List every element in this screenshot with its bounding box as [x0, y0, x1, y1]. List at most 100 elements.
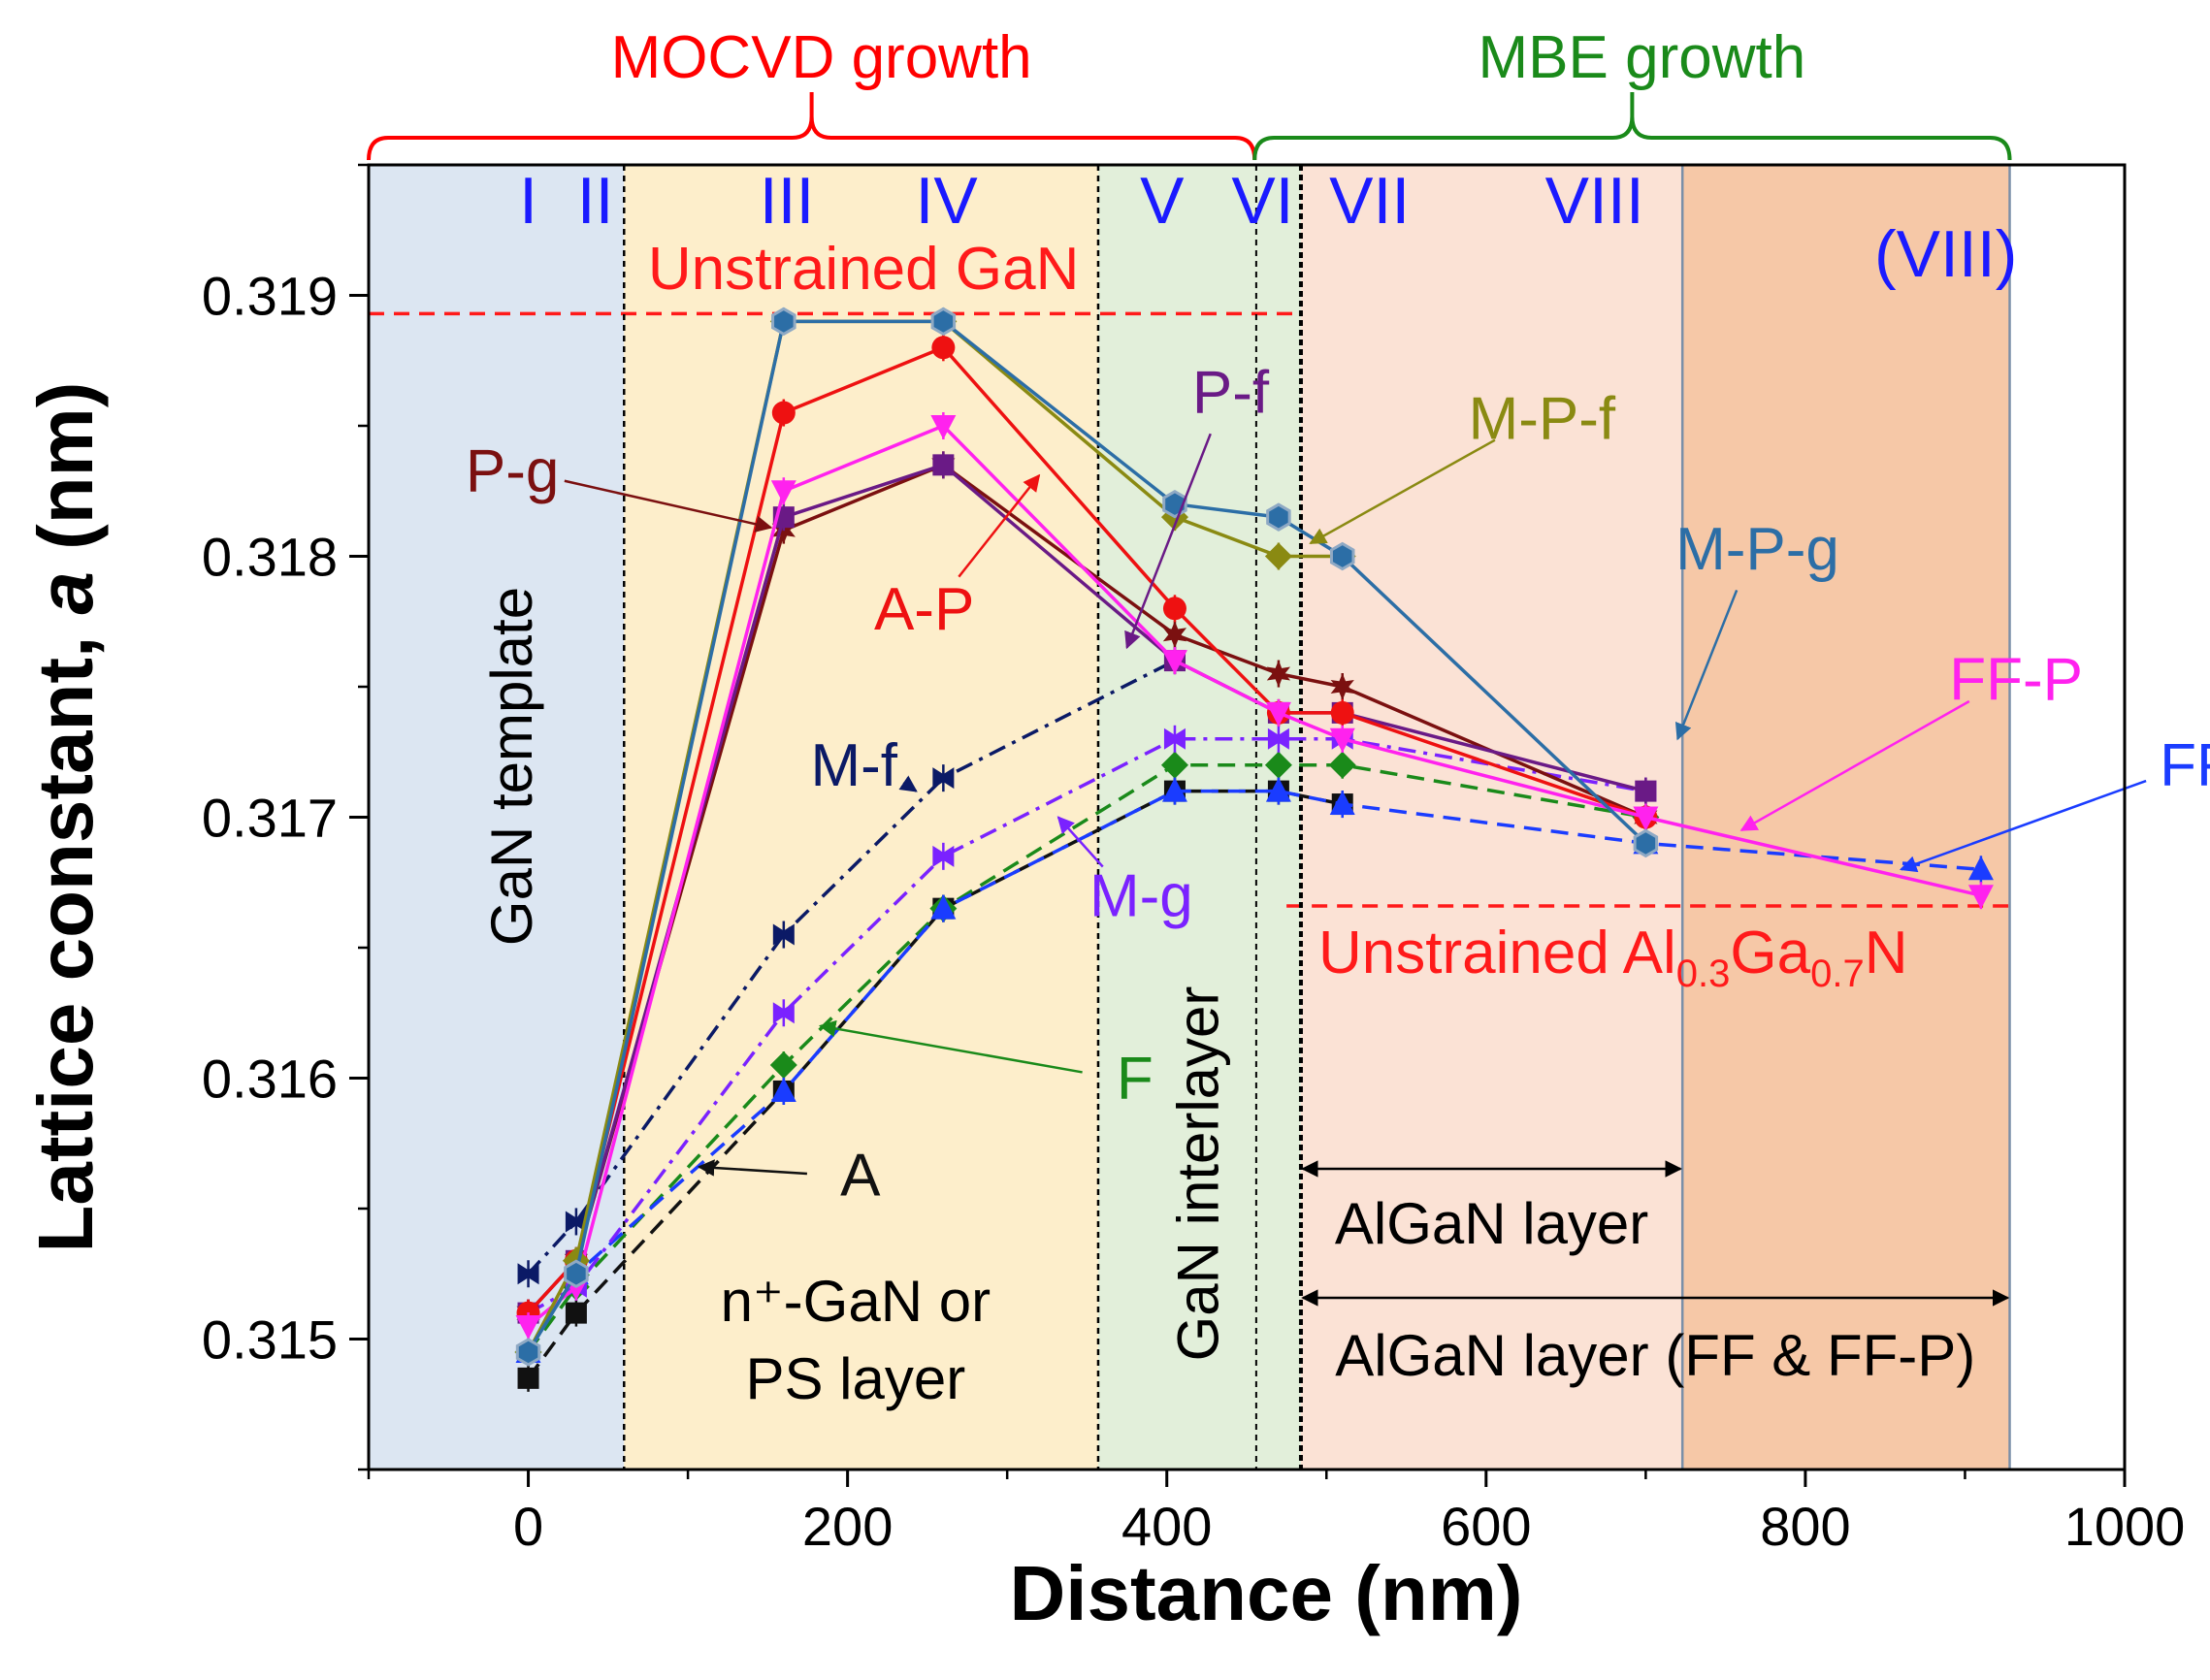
arrow-M-g — [1056, 816, 1104, 868]
point-M-f-3 — [932, 767, 955, 790]
y-tick-label-2: 0.317 — [202, 788, 338, 849]
point-FF-P-2 — [770, 480, 796, 505]
stage-label-3: IV — [916, 164, 979, 238]
y-tick-label-1: 0.316 — [202, 1049, 338, 1110]
point-M-P-f-5 — [1264, 542, 1292, 570]
point-M-P-g-3 — [930, 307, 957, 337]
point-FF-P-8 — [1967, 885, 1994, 910]
arrow-FF — [1899, 779, 2147, 873]
stage-label-5: VI — [1231, 164, 1293, 238]
stage-label-1: II — [577, 164, 614, 238]
series-line-M-f — [527, 659, 1176, 1276]
point-FF-4 — [1161, 777, 1187, 802]
point-A-1 — [565, 1302, 587, 1324]
point-A-0 — [517, 1367, 539, 1389]
arrow-M-f — [898, 775, 918, 792]
ps-layer-label-line1: n⁺-GaN or — [721, 1269, 991, 1334]
point-FF-6 — [1329, 791, 1355, 816]
point-F-6 — [1328, 751, 1356, 779]
point-FF-P-3 — [930, 415, 957, 439]
growth-bracket-0 — [367, 92, 1257, 161]
arrow-A — [697, 1159, 807, 1177]
stage-label-6: VII — [1329, 164, 1410, 238]
y-tick-label-3: 0.318 — [202, 527, 338, 588]
unstrained-algan-label: Unstrained Al0.3Ga0.7N — [1318, 920, 1907, 995]
point-FF-P-0 — [515, 1315, 541, 1341]
unstrained-gan-label: Unstrained GaN — [648, 236, 1080, 303]
series-FF-P — [515, 412, 1994, 1341]
point-A-P-2 — [771, 401, 796, 425]
algan-label-label_mid: Ga — [1730, 920, 1810, 986]
point-M-g-2 — [772, 1002, 795, 1024]
region-4 — [1682, 165, 2010, 1470]
stage-label-2: III — [760, 164, 815, 238]
point-FF-P-4 — [1161, 650, 1187, 675]
algan-label-sub1: 0.3 — [1676, 953, 1731, 995]
point-FF-P-6 — [1329, 727, 1355, 753]
arrow-FF-P — [1739, 699, 1970, 832]
point-F-2 — [769, 1051, 797, 1080]
arrow-P-g — [564, 479, 773, 533]
algan-ff-layer-label: AlGaN layer (FF & FF-P) — [1335, 1323, 1975, 1388]
algan-layer-label: AlGaN layer — [1335, 1191, 1648, 1256]
stage-label-7: VIII — [1545, 164, 1644, 238]
point-FF-2 — [770, 1077, 796, 1102]
point-FF-P-7 — [1633, 806, 1659, 831]
point-P-g-4 — [1162, 621, 1187, 649]
point-FF-5 — [1265, 777, 1291, 802]
point-P-g-5 — [1266, 660, 1291, 688]
label-F: F — [1117, 1046, 1154, 1113]
point-P-g-6 — [1330, 673, 1354, 700]
label-M-g: M-g — [1089, 863, 1193, 930]
algan-label-label_main: Unstrained Al — [1318, 920, 1676, 986]
y-axis-title-unit: (nm) — [22, 382, 109, 572]
point-M-P-g-5 — [1266, 502, 1291, 532]
stage-label-0: I — [519, 164, 537, 238]
label-P-f: P-f — [1192, 360, 1270, 427]
point-FF-3 — [930, 894, 957, 920]
label-A: A — [840, 1143, 881, 1210]
arrow-F — [818, 1019, 1083, 1074]
label-FF-P: FF-P — [1949, 646, 2083, 713]
point-M-g-4 — [1163, 727, 1186, 750]
point-M-g-3 — [932, 845, 955, 867]
growth-label-1: MBE growth — [1479, 24, 1806, 91]
region-3 — [1300, 165, 1683, 1470]
y-tick-label-0: 0.315 — [202, 1309, 338, 1371]
point-A-P-4 — [1162, 597, 1186, 621]
point-M-P-g-0 — [515, 1338, 541, 1367]
x-tick-label-3: 600 — [1441, 1496, 1531, 1557]
arrow-M-P-f — [1309, 438, 1496, 545]
x-axis-title: Distance (nm) — [1010, 1550, 1523, 1636]
growth-label-0: MOCVD growth — [611, 24, 1032, 91]
point-M-P-g-1 — [564, 1259, 589, 1288]
point-M-P-g-6 — [1329, 541, 1355, 571]
stage-label-8: (VIII) — [1874, 217, 2017, 291]
y-axis-title-var: a — [22, 571, 109, 615]
label-P-g: P-g — [466, 437, 559, 504]
x-tick-label-4: 800 — [1760, 1496, 1850, 1557]
point-FF-8 — [1967, 856, 1994, 881]
ps-layer-label-line2: PS layer — [745, 1346, 965, 1411]
point-F-5 — [1264, 751, 1292, 779]
algan-label-label_end: N — [1865, 920, 1908, 986]
point-M-f-2 — [772, 923, 795, 946]
gan-interlayer-label: GaN interlayer — [1166, 986, 1231, 1362]
stage-label-4: V — [1140, 164, 1185, 238]
series-M-P-g — [515, 307, 1659, 1367]
arrow-M-P-g — [1674, 589, 1739, 741]
label-FF: FF — [2160, 732, 2210, 799]
point-A-P-3 — [931, 336, 956, 360]
y-axis-title-main: Lattice constant, — [22, 615, 109, 1253]
label-M-P-g: M-P-g — [1675, 516, 1839, 583]
point-M-f-1 — [565, 1211, 587, 1233]
y-axis-title: Lattice constant, a (nm) — [22, 382, 109, 1253]
region-2 — [1097, 165, 1301, 1470]
x-tick-label-1: 200 — [802, 1496, 893, 1557]
point-A-P-6 — [1330, 700, 1354, 725]
point-F-4 — [1160, 751, 1188, 779]
x-tick-label-0: 0 — [513, 1496, 543, 1557]
point-M-P-g-7 — [1633, 828, 1659, 858]
algan-label-sub2: 0.7 — [1810, 953, 1865, 995]
